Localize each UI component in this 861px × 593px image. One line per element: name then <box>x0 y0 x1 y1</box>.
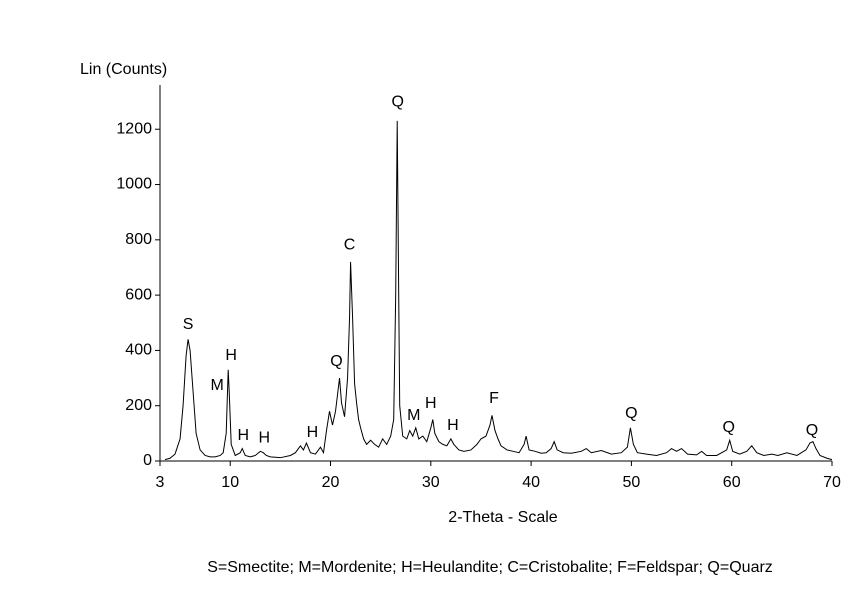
peak-label: Q <box>330 353 342 370</box>
peak-label: Q <box>806 422 818 439</box>
peak-label: H <box>259 429 271 446</box>
peak-label: H <box>447 417 459 434</box>
x-tick-label: 70 <box>823 474 841 491</box>
y-tick-label: 1200 <box>116 120 152 137</box>
pattern-line <box>164 120 833 461</box>
peak-label: Q <box>722 419 734 436</box>
peak-label: C <box>344 237 356 254</box>
peak-label: Q <box>625 405 637 422</box>
x-tick-label: 20 <box>322 474 340 491</box>
x-tick-label: 40 <box>522 474 540 491</box>
y-tick-label: 800 <box>125 231 152 248</box>
y-tick-label: 1000 <box>116 176 152 193</box>
x-tick-label: 3 <box>156 474 165 491</box>
peak-label: M <box>211 377 224 394</box>
peak-label: H <box>225 347 237 364</box>
y-axis-title: Lin (Counts) <box>80 61 167 78</box>
y-tick-label: 400 <box>125 342 152 359</box>
legend-note: S=Smectite; M=Mordenite; H=Heulandite; C… <box>207 559 773 576</box>
peak-label: Q <box>391 93 403 110</box>
x-axis-title: 2-Theta - Scale <box>448 509 557 526</box>
y-tick-label: 600 <box>125 286 152 303</box>
x-tick-label: 50 <box>623 474 641 491</box>
x-tick-label: 30 <box>422 474 440 491</box>
peak-label: H <box>425 395 437 412</box>
peak-label: H <box>307 424 319 441</box>
x-tick-label: 60 <box>723 474 741 491</box>
y-tick-label: 0 <box>143 452 152 469</box>
peak-label: S <box>183 316 194 333</box>
peak-label: F <box>489 390 499 407</box>
y-tick-label: 200 <box>125 397 152 414</box>
x-tick-label: 10 <box>221 474 239 491</box>
peak-label: H <box>237 427 249 444</box>
peak-label: M <box>407 407 420 424</box>
